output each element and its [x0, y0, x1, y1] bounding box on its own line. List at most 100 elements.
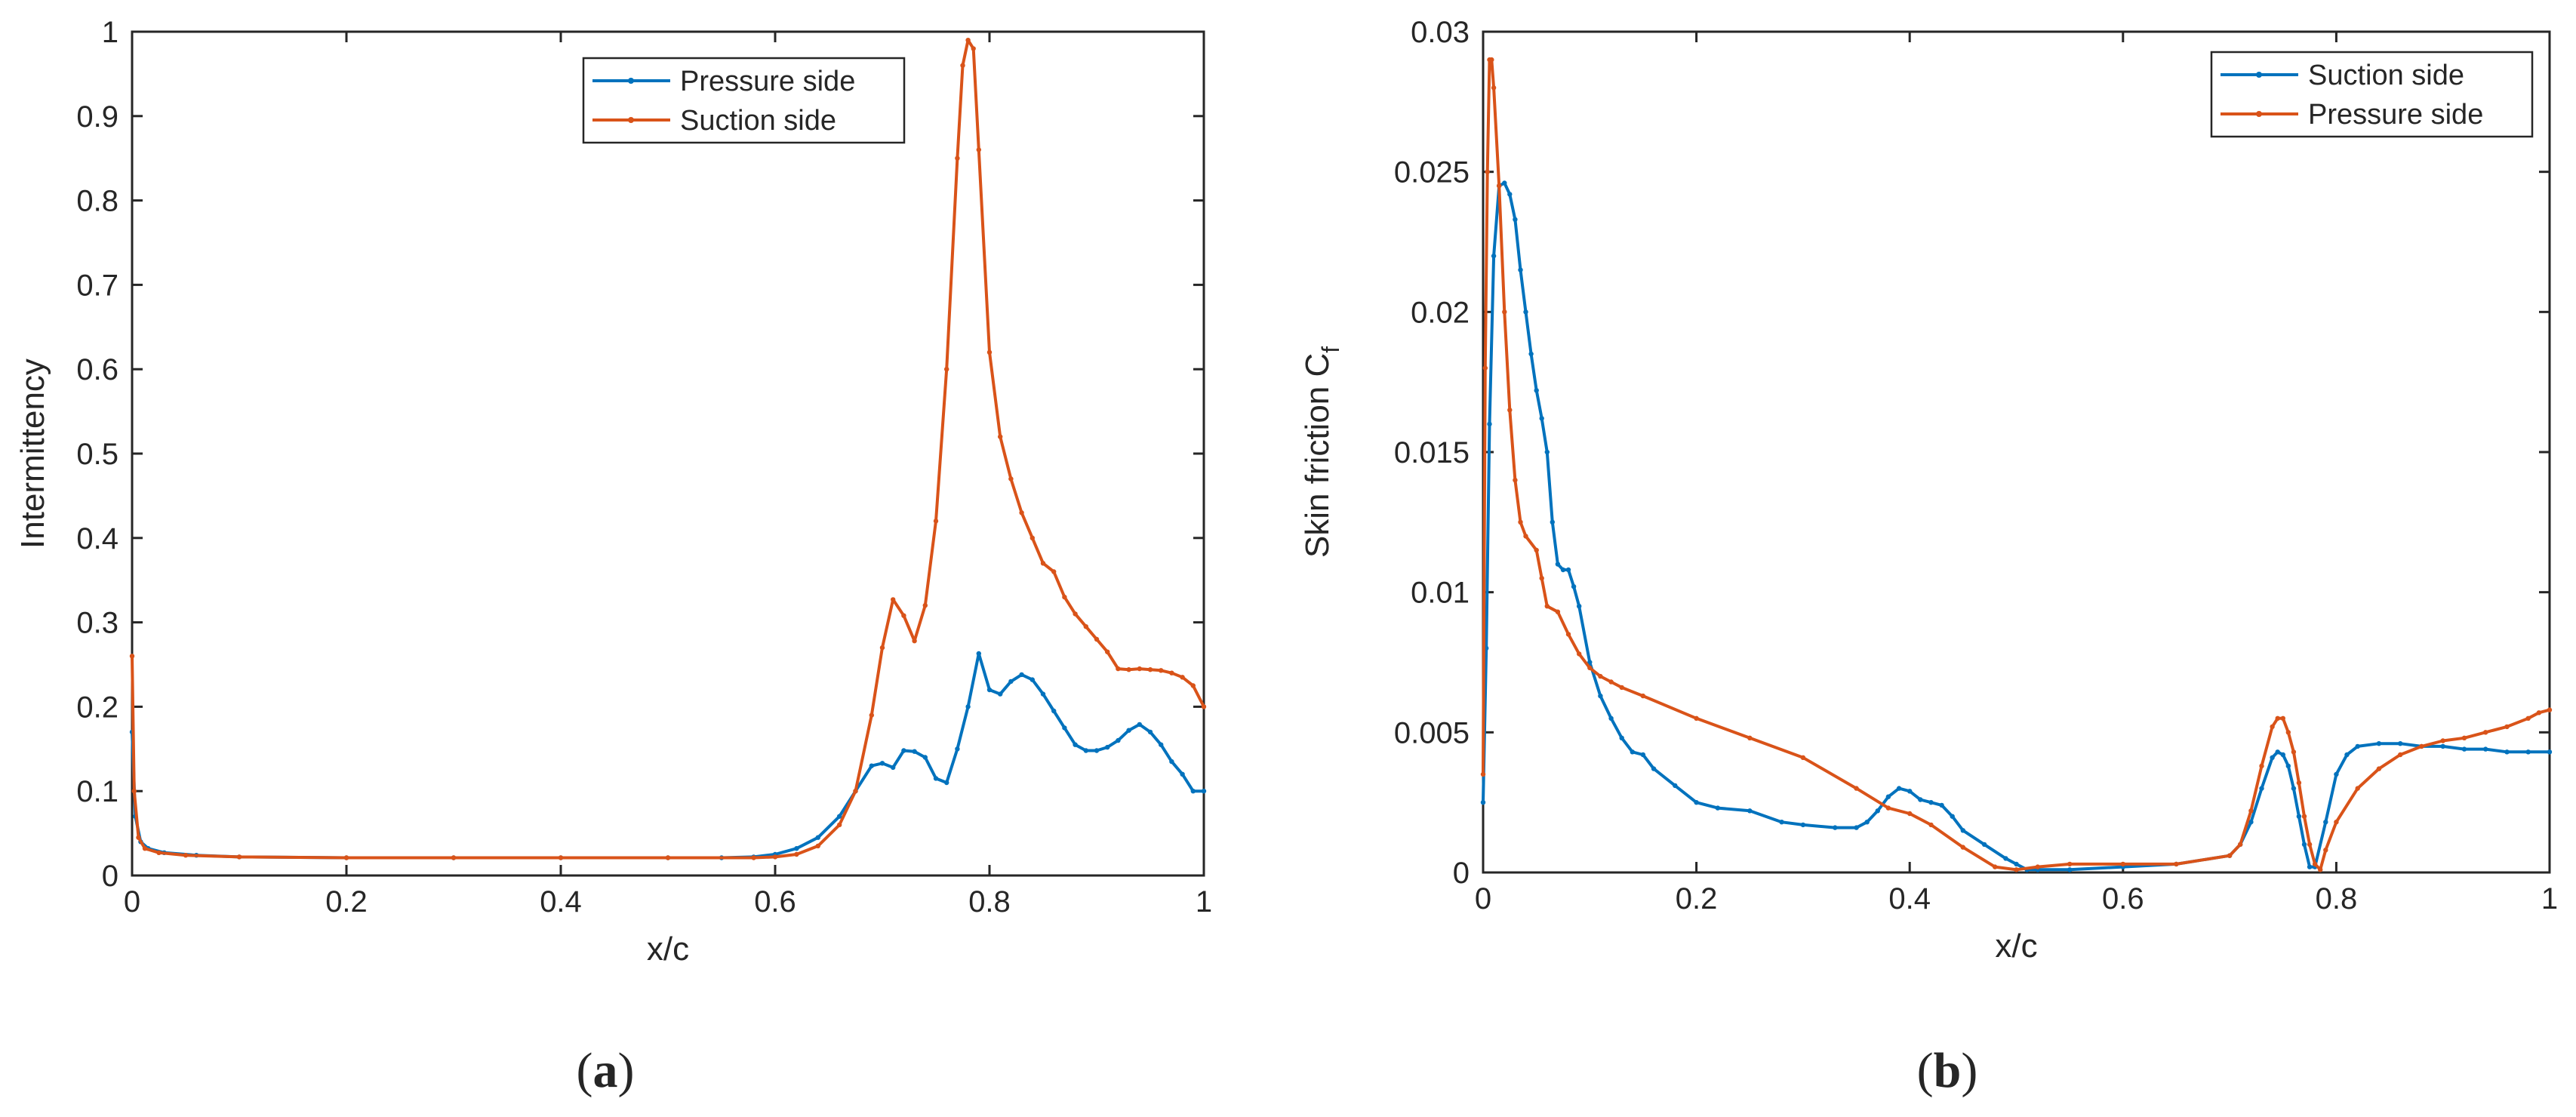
chart-b-data-point — [1539, 575, 1544, 581]
chart-a-data-point — [998, 691, 1003, 697]
chart-a-data-point — [891, 597, 896, 602]
chart-a-data-point — [944, 780, 949, 786]
chart-b-data-point — [2334, 820, 2339, 825]
chart-a-data-point — [1159, 668, 1164, 673]
chart-b-data-point — [2440, 738, 2445, 743]
chart-a-data-point — [1169, 670, 1174, 675]
chart-a-data-point — [1094, 748, 1100, 753]
chart-a-xlabel: x/c — [647, 931, 689, 968]
chart-b-data-point — [2318, 867, 2323, 872]
chart-b-legend-box — [2210, 51, 2534, 138]
chart-b-data-point — [1539, 416, 1544, 421]
chart-a-data-point — [879, 645, 885, 651]
chart-b-data-point — [2525, 715, 2531, 721]
chart-a-data-point — [1159, 742, 1164, 747]
chart-a-data-point — [1029, 677, 1036, 682]
chart-b-data-point — [2014, 861, 2019, 867]
chart-b-data-point — [2270, 755, 2275, 760]
chart-a-data-point — [136, 835, 141, 840]
chart-a-data-point — [156, 850, 162, 856]
chart-a-legend-label: Suction side — [680, 105, 836, 137]
chart-a-legend-label: Pressure side — [680, 66, 855, 97]
chart-b-data-point — [1513, 477, 1518, 483]
chart-b-legend-marker — [2256, 72, 2262, 78]
chart-b-data-point — [1577, 604, 1582, 609]
chart-b-data-point — [1779, 820, 1784, 825]
chart-b-data-point — [1608, 679, 1614, 685]
chart-a-data-point — [815, 835, 821, 840]
chart-b-data-point — [1480, 800, 1486, 805]
chart-b-xtick-label: 0 — [1475, 882, 1491, 915]
chart-a-data-point — [853, 789, 858, 794]
chart-b-data-point — [1630, 749, 1635, 755]
chart-a-data-point — [1008, 476, 1014, 482]
chart-b-data-point — [1485, 169, 1490, 174]
chart-a-data-point — [1126, 728, 1131, 733]
chart-b-data-point — [1673, 783, 1678, 789]
chart-b-data-point — [1875, 808, 1880, 814]
chart-a-data-point — [1126, 667, 1131, 672]
chart-a-data-point — [1147, 667, 1153, 672]
chart-a-data-point — [998, 434, 1003, 439]
chart-a-data-point — [1051, 708, 1057, 714]
panel-label-b: (b) — [1917, 1043, 1978, 1098]
chart-a-data-point — [1169, 759, 1174, 765]
chart-b-ylabel-subscript: f — [1317, 346, 1344, 353]
chart-a-intermittency: 0 0.2 0.4 0.6 0.8 1 0 0.1 0.2 0.3 0.4 0.5 0.6 0.7 0.8 0… — [14, 16, 1212, 968]
chart-a-legend-marker — [628, 78, 634, 84]
chart-a-data-point — [1116, 737, 1121, 743]
chart-a-data-point — [869, 763, 875, 768]
chart-b-data-point — [1907, 811, 1913, 817]
chart-b-data-point — [2259, 763, 2264, 769]
chart-b-data-point — [1960, 828, 1965, 833]
panel-label-a: (a) — [577, 1043, 635, 1098]
chart-b-data-point — [1507, 408, 1513, 413]
chart-b-data-point — [1491, 253, 1497, 259]
chart-b-data-point — [2227, 853, 2233, 858]
chart-b-data-point — [2376, 741, 2382, 746]
chart-b-xtick-label: 0.8 — [2316, 882, 2358, 915]
chart-a-data-point — [1073, 742, 1078, 747]
chart-a-data-point — [944, 367, 949, 372]
chart-b-data-point — [2275, 715, 2280, 721]
chart-a-xtick-label: 1 — [1196, 885, 1212, 919]
chart-a-ytick-label: 0.4 — [76, 522, 118, 555]
chart-b-data-point — [1565, 567, 1571, 573]
chart-b-data-point — [1489, 57, 1494, 63]
chart-b-data-point — [2301, 814, 2307, 819]
chart-b-data-point — [2483, 746, 2488, 752]
chart-b-ylabel: Skin friction Cf — [1299, 346, 1344, 558]
chart-b-data-point — [2419, 743, 2424, 749]
chart-b-data-point — [1480, 771, 1486, 777]
chart-a-data-point — [343, 855, 349, 860]
chart-a-data-point — [976, 147, 982, 152]
chart-b-data-point — [1993, 864, 1998, 869]
chart-b-data-point — [1555, 562, 1561, 567]
chart-b-data-point — [2307, 864, 2313, 869]
chart-a-data-point — [1062, 594, 1067, 600]
chart-b-data-point — [1523, 309, 1528, 315]
chart-a-ytick-label: 1 — [102, 16, 118, 49]
chart-b-data-point — [1560, 567, 1566, 573]
chart-a-data-point — [912, 749, 917, 754]
chart-b-data-point — [1640, 693, 1646, 699]
chart-b-data-point — [1571, 584, 1577, 589]
chart-a-data-point — [1094, 636, 1100, 642]
chart-a-xtick-label: 0.4 — [540, 885, 582, 919]
chart-a-data-point — [183, 853, 189, 858]
chart-a-xtick-label: 0.8 — [968, 885, 1011, 919]
chart-b-ytick-label: 0.02 — [1411, 296, 1470, 329]
chart-a-data-point — [1147, 729, 1153, 735]
chart-b-data-point — [1502, 309, 1507, 315]
chart-b-data-point — [1928, 822, 1934, 828]
chart-b-data-point — [2285, 730, 2291, 735]
chart-a-series-line-pressure-side — [131, 652, 1205, 860]
chart-b-data-point — [1544, 604, 1550, 609]
chart-b-legend-label: Pressure side — [2308, 99, 2483, 131]
chart-b-data-point — [1555, 609, 1561, 614]
chart-b-ytick-label: 0.01 — [1411, 577, 1470, 610]
chart-b-data-point — [1513, 217, 1518, 222]
chart-b-skin-friction: 0 0.2 0.4 0.6 0.8 1 0 0.005 0.01 0.015 0.02 0.025 0.… — [1299, 16, 2558, 965]
chart-b-data-point — [1587, 665, 1593, 671]
chart-a-data-point — [965, 38, 971, 43]
